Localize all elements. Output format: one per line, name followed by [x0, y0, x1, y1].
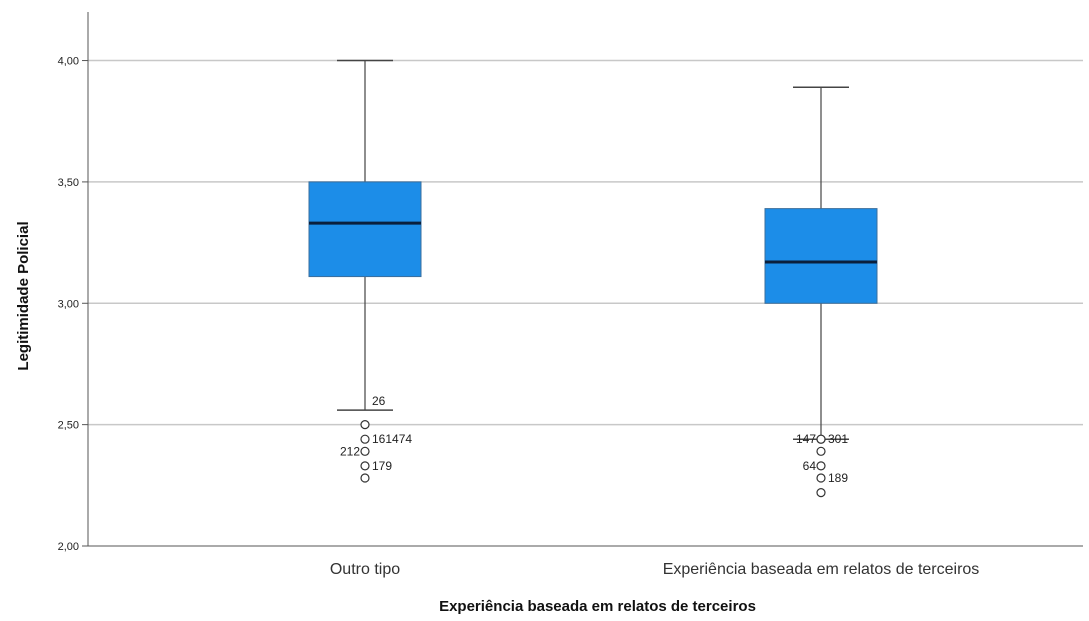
labels: 2,00 2,50 3,00 3,50 4,00 26 161474 212 179 Outro … — [58, 56, 980, 578]
y-tick-label: 3,00 — [58, 298, 79, 310]
outlier-point — [816, 473, 826, 483]
outlier-label: 64 — [803, 459, 817, 473]
outlier-label: 179 — [372, 459, 392, 473]
outlier-point — [360, 461, 370, 471]
outlier-label: 212 — [340, 444, 360, 458]
outlier-point — [360, 434, 370, 444]
boxes — [308, 59, 878, 498]
outlier-label: 161474 — [372, 432, 412, 446]
x-axis-title: Experiência baseada em relatos de tercei… — [439, 598, 756, 615]
outlier-label: 147 — [796, 432, 816, 446]
y-axis-title: Legitimidade Policial — [15, 221, 32, 370]
box-iqr — [308, 181, 422, 278]
y-tick-label: 3,50 — [58, 177, 79, 189]
box-2 — [764, 86, 878, 498]
x-category-label: Outro tipo — [330, 561, 400, 578]
outlier-label: 26 — [372, 394, 386, 408]
outlier-point — [360, 446, 370, 456]
outlier-label: 189 — [828, 471, 848, 485]
y-tick-label: 4,00 — [58, 56, 79, 68]
y-tick-label: 2,00 — [58, 541, 79, 553]
outlier-point — [816, 434, 826, 444]
box-1 — [308, 59, 422, 483]
gridlines — [88, 59, 1083, 426]
outlier-point — [360, 420, 370, 430]
box-iqr — [764, 208, 878, 304]
y-tick-label: 2,50 — [58, 420, 79, 432]
outlier-point — [816, 488, 826, 498]
outlier-label: 301 — [828, 432, 848, 446]
outlier-point — [360, 473, 370, 483]
outlier-point — [816, 446, 826, 456]
axes — [82, 12, 1083, 547]
x-category-label: Experiência baseada em relatos de tercei… — [663, 561, 980, 578]
outlier-point — [816, 461, 826, 471]
